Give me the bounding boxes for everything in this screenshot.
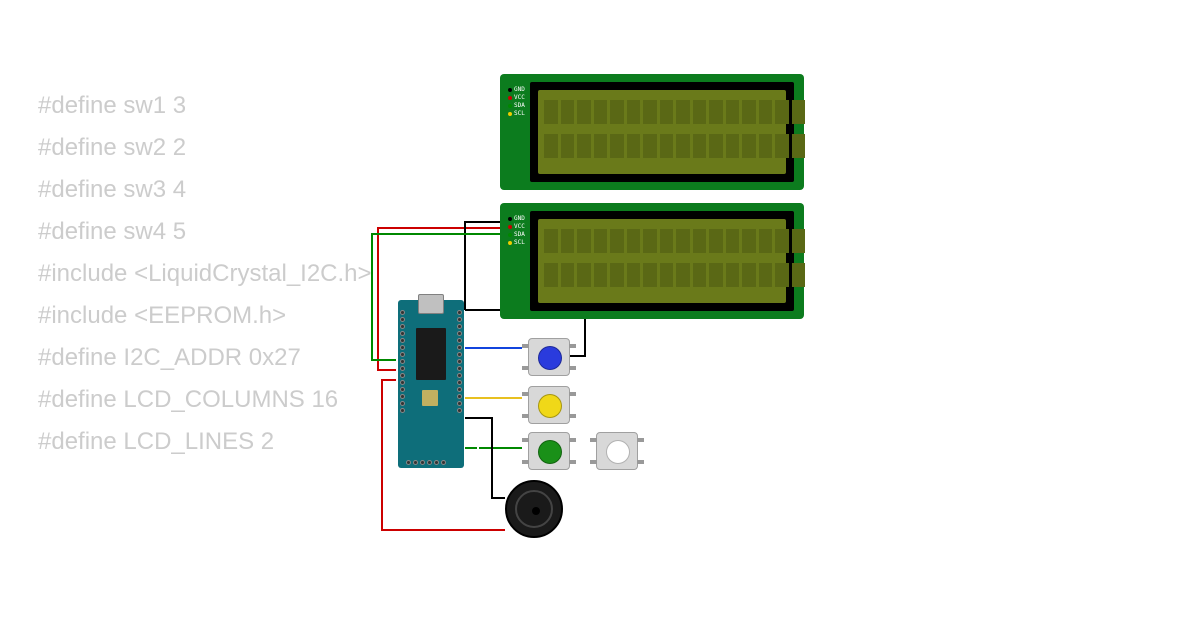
push-button-3[interactable] bbox=[596, 432, 638, 470]
button-cap bbox=[538, 346, 562, 370]
buzzer-hole bbox=[532, 507, 540, 515]
lcd-pin-label: GND bbox=[514, 215, 525, 222]
lcd-pin-label: SCL bbox=[514, 110, 525, 117]
lcd-cell-row bbox=[544, 263, 805, 287]
code-line: #define sw1 3 bbox=[38, 85, 372, 127]
lcd-pin-label: GND bbox=[514, 86, 525, 93]
lcd-pin-dot bbox=[508, 88, 512, 92]
wire bbox=[465, 418, 505, 498]
buzzer bbox=[505, 480, 563, 538]
lcd-cell-row bbox=[544, 229, 805, 253]
arduino-nano bbox=[398, 300, 464, 468]
lcd-pin-dot bbox=[508, 241, 512, 245]
lcd-pin-label: SDA bbox=[514, 231, 525, 238]
pin-header-bottom bbox=[406, 460, 446, 465]
lcd-pin-label: SCL bbox=[514, 239, 525, 246]
lcd-cell-row bbox=[544, 134, 805, 158]
microcontroller-chip bbox=[416, 328, 446, 380]
lcd-pin-dot bbox=[508, 233, 512, 237]
button-cap bbox=[538, 440, 562, 464]
push-button-1[interactable] bbox=[528, 386, 570, 424]
push-button-2[interactable] bbox=[528, 432, 570, 470]
lcd-display-1: GNDVCCSDASCL bbox=[500, 74, 804, 190]
code-line: #define LCD_LINES 2 bbox=[38, 421, 372, 463]
button-cap bbox=[538, 394, 562, 418]
lcd-pin-label: VCC bbox=[514, 94, 525, 101]
code-block: #define sw1 3 #define sw2 2 #define sw3 … bbox=[38, 85, 372, 463]
code-line: #define LCD_COLUMNS 16 bbox=[38, 379, 372, 421]
button-cap bbox=[606, 440, 630, 464]
lcd-pin-dot bbox=[508, 96, 512, 100]
lcd-pin-label: SDA bbox=[514, 102, 525, 109]
code-line: #define sw3 4 bbox=[38, 169, 372, 211]
usb-port bbox=[418, 294, 444, 314]
small-chip bbox=[422, 390, 438, 406]
lcd-pin-dot bbox=[508, 112, 512, 116]
lcd-pin-dot bbox=[508, 217, 512, 221]
code-line: #define sw4 5 bbox=[38, 211, 372, 253]
lcd-pin-dot bbox=[508, 225, 512, 229]
pin-header-right bbox=[457, 310, 462, 413]
push-button-0[interactable] bbox=[528, 338, 570, 376]
code-line: #define I2C_ADDR 0x27 bbox=[38, 337, 372, 379]
code-line: #include <EEPROM.h> bbox=[38, 295, 372, 337]
lcd-display-2: GNDVCCSDASCL bbox=[500, 203, 804, 319]
lcd-pin-dot bbox=[508, 104, 512, 108]
code-line: #include <LiquidCrystal_I2C.h> bbox=[38, 253, 372, 295]
lcd-cell-row bbox=[544, 100, 805, 124]
lcd-pin-label: VCC bbox=[514, 223, 525, 230]
code-line: #define sw2 2 bbox=[38, 127, 372, 169]
pin-header-left bbox=[400, 310, 405, 413]
